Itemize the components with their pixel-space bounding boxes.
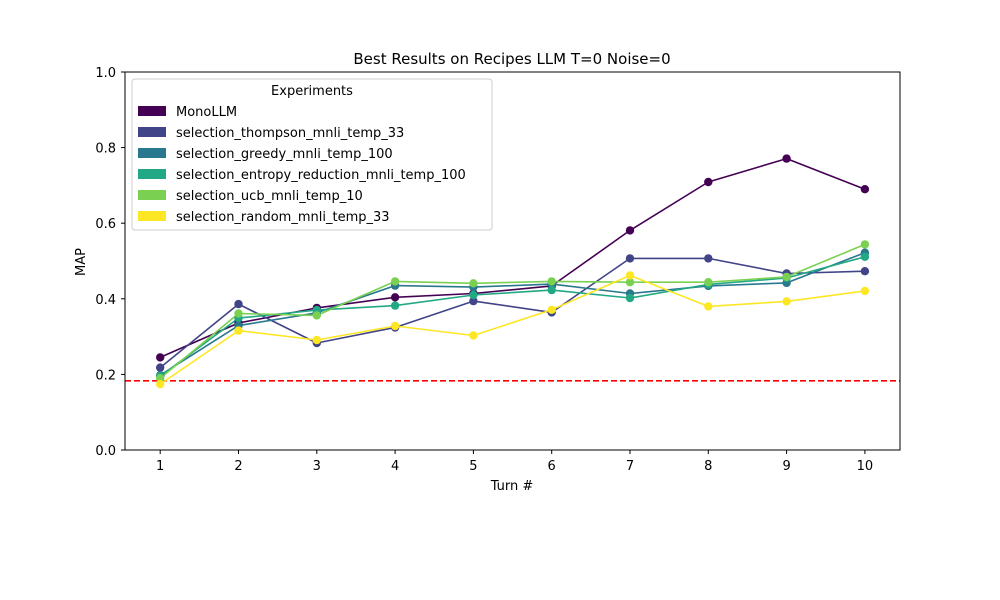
data-point-series-1 <box>625 226 635 235</box>
x-tick-label: 2 <box>234 459 242 474</box>
legend-swatch-4 <box>138 169 166 179</box>
data-point-series-5 <box>625 278 635 287</box>
data-point-series-2 <box>704 254 713 263</box>
data-point-series-6 <box>547 305 556 314</box>
x-tick-label: 6 <box>548 459 556 474</box>
legend-label-3: selection_greedy_mnli_temp_100 <box>176 147 393 162</box>
data-point-series-5 <box>156 374 165 383</box>
data-point-series-2 <box>625 254 635 263</box>
data-point-series-4 <box>390 301 400 310</box>
x-tick-label: 9 <box>782 459 790 474</box>
plot-frame <box>124 71 901 451</box>
legend-box <box>131 78 493 231</box>
legend-swatch-1 <box>138 106 166 116</box>
data-point-series-4 <box>469 290 478 300</box>
data-point-series-6 <box>782 297 791 306</box>
data-point-series-6 <box>860 286 870 296</box>
x-tick-label: 8 <box>704 459 712 474</box>
data-point-series-1 <box>782 154 791 163</box>
legend-swatch-6 <box>138 211 166 221</box>
legend-title: Experiments <box>271 84 353 99</box>
data-point-series-2 <box>860 267 870 276</box>
legend-swatch-5 <box>138 190 166 200</box>
legend-label-5: selection_ucb_mnli_temp_10 <box>176 189 363 204</box>
y-tick-label: 0.2 <box>95 368 116 383</box>
x-tick-label: 3 <box>313 459 321 474</box>
data-point-series-5 <box>390 277 400 286</box>
x-tick-label: 7 <box>626 459 634 474</box>
series-line-6 <box>159 274 866 385</box>
y-tick-label: 0.0 <box>95 444 116 459</box>
x-axis-label: Turn # <box>490 479 534 494</box>
legend-swatch-2 <box>138 127 166 137</box>
data-point-series-4 <box>860 252 870 261</box>
legend-swatch-3 <box>138 148 166 158</box>
data-point-series-1 <box>860 185 870 194</box>
series-line-1 <box>159 157 866 359</box>
y-tick-label: 0.4 <box>95 293 116 308</box>
data-point-series-6 <box>234 326 243 335</box>
plot-area <box>125 154 900 389</box>
series-line-5 <box>159 243 866 379</box>
y-tick-label: 0.6 <box>95 217 116 232</box>
legend: Experiments MonoLLM selection_thompson_mn… <box>131 78 493 231</box>
data-point-series-5 <box>860 240 870 249</box>
x-tick-label: 4 <box>391 459 399 474</box>
x-tick-label: 10 <box>857 459 874 474</box>
legend-label-1: MonoLLM <box>176 105 237 120</box>
axes: 1 2 3 4 5 6 7 8 9 10 0.0 0.2 0.4 0.6 0.8 1.0 <box>95 66 873 474</box>
data-point-series-5 <box>234 309 243 318</box>
x-tick-label: 1 <box>156 459 164 474</box>
data-point-series-6 <box>156 380 165 389</box>
x-tick-label: 5 <box>469 459 477 474</box>
data-point-series-6 <box>312 335 321 345</box>
data-point-series-5 <box>469 279 478 288</box>
data-point-series-6 <box>625 271 635 280</box>
data-point-series-5 <box>782 272 791 282</box>
data-point-series-2 <box>469 296 478 306</box>
chart-title: Best Results on Recipes LLM T=0 Noise=0 <box>353 50 670 68</box>
data-point-series-2 <box>234 299 243 309</box>
data-point-series-2 <box>156 363 165 372</box>
y-tick-label: 0.8 <box>95 142 116 157</box>
data-point-series-4 <box>625 293 635 303</box>
data-point-series-5 <box>312 311 321 320</box>
data-point-series-1 <box>390 293 400 302</box>
legend-label-6: selection_random_mnli_temp_33 <box>176 210 390 225</box>
data-point-series-6 <box>704 302 713 311</box>
data-point-series-6 <box>469 331 478 340</box>
data-point-series-5 <box>704 278 713 287</box>
data-point-series-1 <box>704 177 713 187</box>
data-point-series-6 <box>390 321 400 331</box>
data-point-series-1 <box>156 353 165 362</box>
data-point-series-4 <box>547 285 556 295</box>
legend-label-4: selection_entropy_reduction_mnli_temp_10… <box>176 168 466 183</box>
series-line-3 <box>159 251 866 376</box>
y-axis-label: MAP <box>74 248 89 276</box>
series-line-2 <box>159 257 865 369</box>
legend-label-2: selection_thompson_mnli_temp_33 <box>176 126 404 141</box>
y-tick-label: 1.0 <box>95 66 116 81</box>
data-point-series-5 <box>547 277 556 286</box>
